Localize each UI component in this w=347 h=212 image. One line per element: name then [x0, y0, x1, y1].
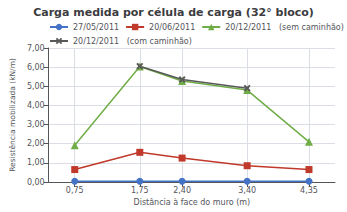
svg-text:4,00: 4,00	[27, 101, 45, 110]
svg-text:5,00: 5,00	[27, 82, 45, 91]
svg-text:0,00: 0,00	[27, 178, 45, 187]
svg-text:20/12/2011 (com caminhão): 20/12/2011 (com caminhão)	[73, 37, 192, 46]
svg-text:Carga medida por célula de car: Carga medida por célula de carga (32° bl…	[33, 6, 314, 19]
svg-text:4,35: 4,35	[300, 186, 318, 195]
svg-text:20/12/2011 (sem caminhão): 20/12/2011 (sem caminhão)	[225, 23, 344, 32]
svg-text:3,00: 3,00	[27, 120, 45, 129]
svg-text:7,00: 7,00	[27, 44, 45, 53]
svg-text:20/06/2011: 20/06/2011	[149, 23, 195, 32]
svg-text:Resistência mobilizada (kN/m): Resistência mobilizada (kN/m)	[8, 58, 17, 172]
svg-text:2,00: 2,00	[27, 139, 45, 148]
svg-text:3,40: 3,40	[238, 186, 256, 195]
svg-text:Distância à face do muro (m): Distância à face do muro (m)	[133, 198, 250, 207]
svg-text:27/05/2011: 27/05/2011	[73, 23, 119, 32]
svg-text:2,40: 2,40	[173, 186, 191, 195]
svg-text:0,75: 0,75	[66, 186, 84, 195]
svg-text:1,00: 1,00	[27, 158, 45, 167]
svg-text:6,00: 6,00	[27, 63, 45, 72]
svg-text:1,75: 1,75	[131, 186, 149, 195]
